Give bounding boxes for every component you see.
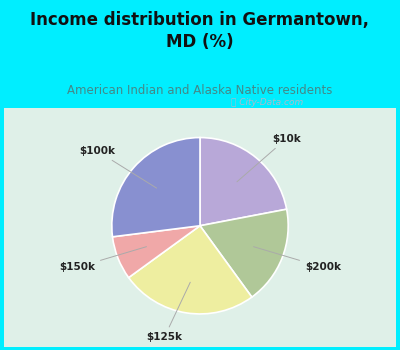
Text: $200k: $200k: [254, 247, 341, 272]
Wedge shape: [112, 226, 200, 278]
Wedge shape: [200, 138, 287, 226]
FancyBboxPatch shape: [4, 108, 396, 346]
Text: Income distribution in Germantown,
MD (%): Income distribution in Germantown, MD (%…: [30, 10, 370, 51]
Wedge shape: [200, 209, 288, 297]
Wedge shape: [129, 226, 252, 314]
Wedge shape: [112, 138, 200, 237]
Text: American Indian and Alaska Native residents: American Indian and Alaska Native reside…: [67, 84, 333, 97]
Text: $125k: $125k: [146, 282, 190, 342]
Text: $100k: $100k: [79, 146, 157, 188]
Text: ⓘ City-Data.com: ⓘ City-Data.com: [231, 98, 304, 107]
Text: $10k: $10k: [237, 134, 301, 182]
Text: $150k: $150k: [59, 247, 146, 272]
